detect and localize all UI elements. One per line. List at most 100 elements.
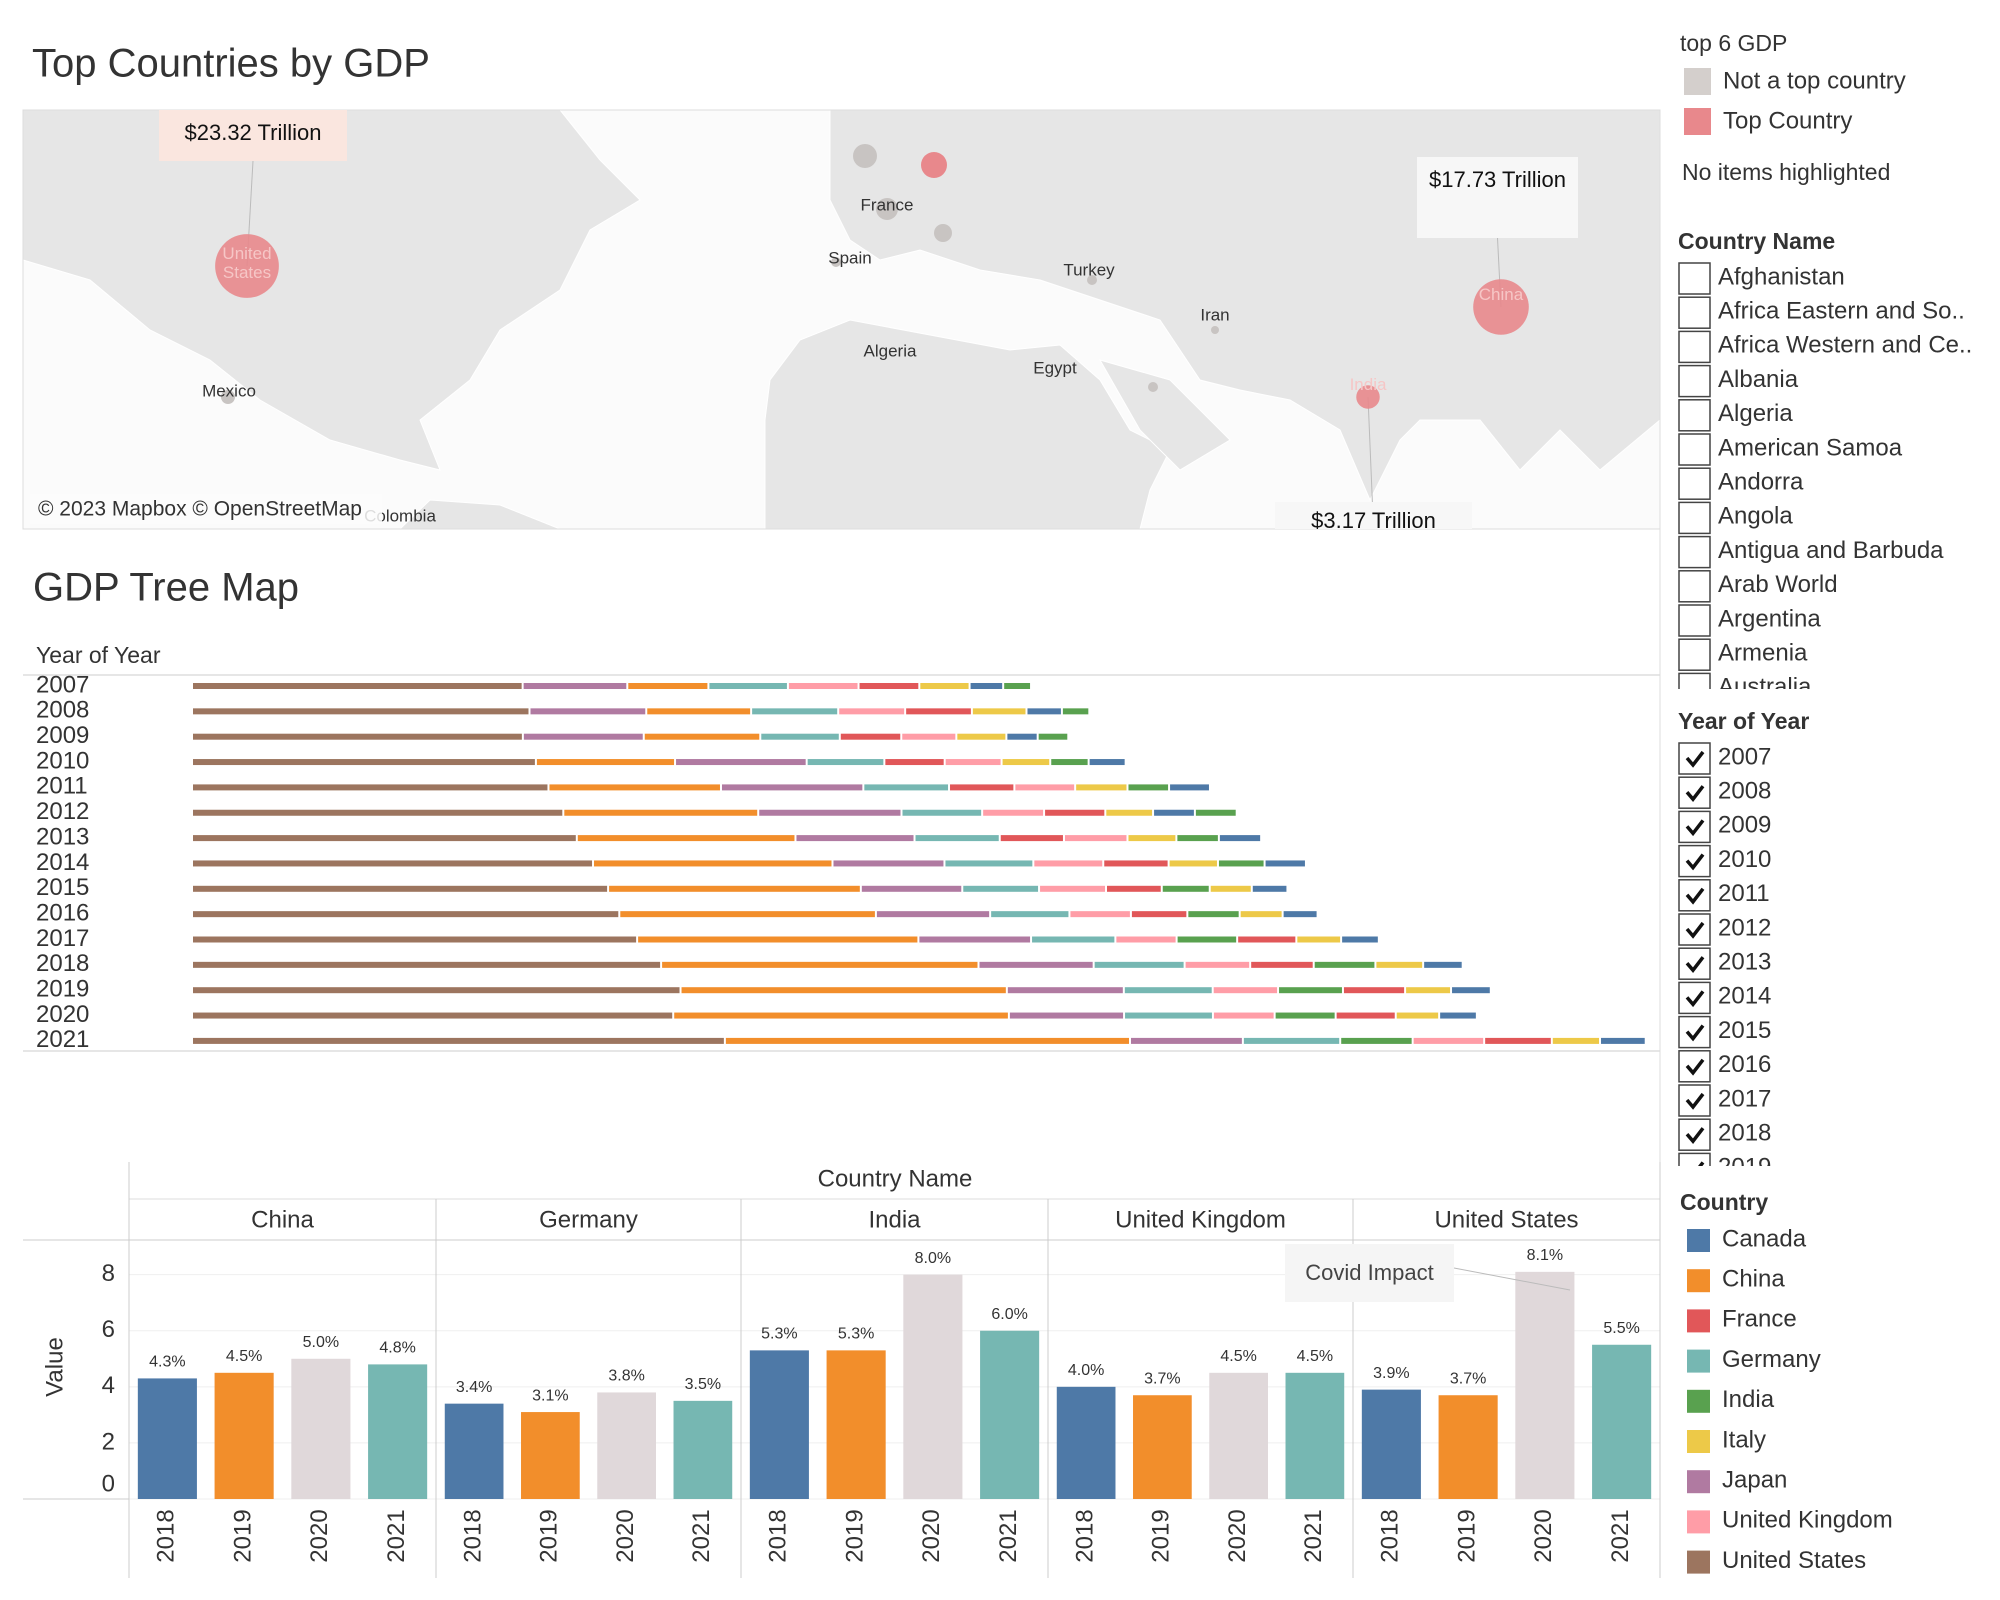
checkbox[interactable] bbox=[1678, 776, 1711, 809]
value-label: 4.3% bbox=[149, 1354, 185, 1371]
value-label: 4.5% bbox=[226, 1348, 262, 1365]
gdp-bubble bbox=[1356, 385, 1380, 409]
segment bbox=[1406, 987, 1451, 994]
checkbox[interactable] bbox=[1678, 570, 1711, 603]
row-label: 2009 bbox=[36, 722, 89, 749]
row-label: 2020 bbox=[36, 1001, 89, 1028]
segment bbox=[1177, 835, 1218, 842]
value-label: 8.1% bbox=[1527, 1247, 1563, 1264]
checkbox[interactable] bbox=[1678, 296, 1711, 329]
segment bbox=[945, 759, 1001, 766]
filter-item: Algeria bbox=[1718, 400, 1793, 427]
checkbox[interactable] bbox=[1678, 399, 1711, 432]
legend-swatch bbox=[1687, 1269, 1710, 1293]
row-label: 2007 bbox=[36, 671, 89, 698]
y-tick-label: 8 bbox=[102, 1260, 115, 1287]
segment bbox=[1162, 885, 1209, 892]
checkbox[interactable] bbox=[1678, 947, 1711, 980]
checkbox[interactable] bbox=[1678, 501, 1711, 535]
land bbox=[1098, 359, 1231, 471]
bar bbox=[521, 1412, 580, 1499]
checkbox[interactable] bbox=[1678, 604, 1711, 637]
filter-item: Arab World bbox=[1718, 571, 1838, 598]
checkbox[interactable] bbox=[1678, 981, 1711, 1015]
segment bbox=[796, 835, 914, 842]
segment bbox=[1107, 885, 1161, 892]
checkbox[interactable] bbox=[1678, 1118, 1711, 1151]
segment bbox=[1089, 759, 1125, 766]
segment bbox=[1004, 683, 1031, 689]
value-label: 3.1% bbox=[532, 1387, 568, 1404]
checkbox[interactable] bbox=[1678, 742, 1711, 775]
segment bbox=[193, 809, 563, 816]
segment bbox=[906, 708, 971, 715]
segment bbox=[1185, 961, 1250, 968]
segment bbox=[1440, 1012, 1476, 1019]
checkmark bbox=[1685, 990, 1705, 1008]
segment bbox=[788, 683, 858, 689]
checkbox[interactable] bbox=[1678, 844, 1711, 878]
attribution: © 2023 Mapbox © OpenStreetMap bbox=[38, 498, 362, 521]
segment bbox=[193, 1012, 673, 1019]
place-label: Algeria bbox=[864, 341, 917, 360]
checkbox[interactable] bbox=[1678, 810, 1711, 844]
segment bbox=[915, 835, 999, 842]
checkbox[interactable] bbox=[1678, 364, 1711, 398]
legend-label: Italy bbox=[1722, 1426, 1766, 1453]
segment bbox=[1177, 936, 1237, 943]
legend-swatch bbox=[1687, 1550, 1710, 1574]
value-label: 3.7% bbox=[1144, 1370, 1180, 1387]
value-label: 3.7% bbox=[1450, 1370, 1486, 1387]
checkbox[interactable] bbox=[1678, 1152, 1711, 1184]
segment bbox=[1283, 911, 1317, 918]
segment bbox=[1240, 911, 1282, 918]
checkbox[interactable] bbox=[1678, 330, 1711, 364]
place-label: Spain bbox=[828, 248, 871, 267]
segment bbox=[647, 708, 751, 715]
legend-label: Top Country bbox=[1723, 107, 1852, 134]
bar bbox=[903, 1274, 963, 1499]
segment bbox=[807, 759, 884, 766]
value-label: 8.0% bbox=[915, 1250, 951, 1267]
segment bbox=[864, 784, 949, 791]
x-tick-label: 2019 bbox=[1148, 1509, 1175, 1562]
checkbox[interactable] bbox=[1678, 1050, 1711, 1083]
checkbox[interactable] bbox=[1678, 1084, 1711, 1117]
segment bbox=[1413, 1037, 1484, 1044]
checkbox[interactable] bbox=[1678, 433, 1711, 466]
filter-item: 2008 bbox=[1718, 778, 1771, 805]
segment bbox=[577, 835, 795, 842]
legend-label: France bbox=[1722, 1306, 1797, 1333]
y-axis-label: Value bbox=[41, 1337, 68, 1397]
checkbox[interactable] bbox=[1678, 672, 1711, 704]
segment bbox=[628, 683, 708, 689]
checkbox[interactable] bbox=[1678, 535, 1711, 569]
filter-item: 2013 bbox=[1718, 949, 1771, 976]
x-tick-label: 2021 bbox=[995, 1509, 1022, 1562]
checkbox[interactable] bbox=[1678, 467, 1711, 500]
segment bbox=[644, 733, 760, 740]
checkbox[interactable] bbox=[1678, 1015, 1711, 1049]
bar bbox=[1209, 1372, 1268, 1499]
segment bbox=[876, 911, 990, 918]
segment bbox=[945, 860, 1033, 867]
segment bbox=[840, 733, 901, 740]
checkbox[interactable] bbox=[1678, 913, 1711, 946]
checkbox[interactable] bbox=[1678, 262, 1711, 295]
bar bbox=[368, 1364, 428, 1499]
segment bbox=[620, 911, 875, 918]
checkbox[interactable] bbox=[1678, 879, 1711, 912]
checkmark bbox=[1685, 887, 1705, 905]
checkbox[interactable] bbox=[1678, 638, 1711, 671]
segment bbox=[833, 860, 944, 867]
filter-item: Argentina bbox=[1718, 605, 1821, 632]
segment bbox=[681, 987, 1006, 994]
segment bbox=[839, 708, 905, 715]
segment bbox=[609, 885, 860, 892]
row-label: 2021 bbox=[36, 1026, 89, 1053]
segment bbox=[1062, 708, 1089, 715]
x-tick-label: 2018 bbox=[1377, 1509, 1404, 1562]
segment bbox=[1218, 860, 1264, 867]
segment bbox=[638, 936, 918, 943]
bar bbox=[1133, 1395, 1192, 1499]
